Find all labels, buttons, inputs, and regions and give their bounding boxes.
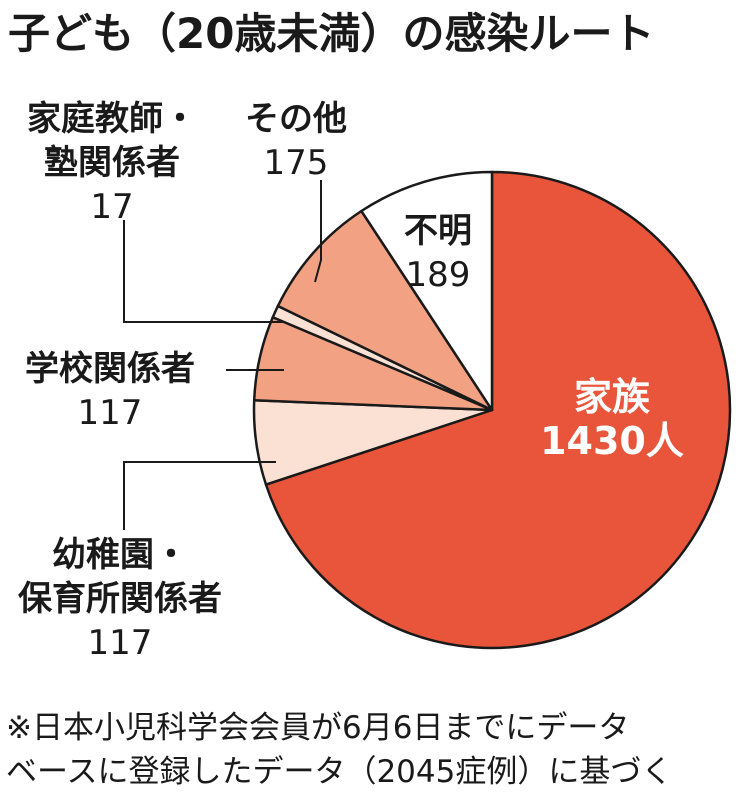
slice-value-family: 1430人 <box>540 419 684 463</box>
chart-title: 子ども（20歳未満）の感染ルート <box>8 9 654 58</box>
slice-label-other: その他 <box>245 99 347 139</box>
slice-value-unknown: 189 <box>406 255 471 295</box>
slice-label-daycare: 幼稚園・ <box>52 535 188 575</box>
slice-label-unknown: 不明 <box>404 211 472 251</box>
leader-lines <box>123 180 322 530</box>
slice-label-family: 家族 <box>574 375 650 419</box>
pie-slice-other <box>276 209 494 412</box>
slice-label-tutor: 家庭教師・ <box>27 99 197 139</box>
slice-value-school: 117 <box>78 393 143 433</box>
slice-labels: 家族1430人幼稚園・保育所関係者117学校関係者117家庭教師・塾関係者17そ… <box>18 99 684 663</box>
leader-line-tutor <box>123 220 284 323</box>
pie-slice-unknown <box>360 170 494 412</box>
slice-label-school: 学校関係者 <box>25 349 195 389</box>
slice-value-tutor: 17 <box>90 187 133 227</box>
footnote-line-2: ベースに登録したデータ（2045症例）に基づく <box>6 754 672 790</box>
slice-label-tutor: 塾関係者 <box>44 143 180 183</box>
pie-slices <box>252 170 732 650</box>
pie-slice-family <box>264 170 732 650</box>
leader-line-other <box>314 180 322 283</box>
slice-label-daycare: 保育所関係者 <box>18 579 222 619</box>
slice-value-other: 175 <box>264 143 329 183</box>
footnote-line-1: ※日本小児科学会会員が6月6日までにデータ <box>6 710 629 746</box>
slice-value-daycare: 117 <box>88 623 153 663</box>
leader-line-daycare <box>123 461 276 530</box>
